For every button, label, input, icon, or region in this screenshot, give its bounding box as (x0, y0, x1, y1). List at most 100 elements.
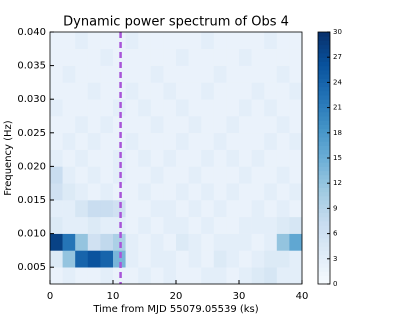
heatmap-cell (125, 99, 139, 117)
heatmap-cell (264, 233, 278, 251)
heatmap-cell (239, 200, 252, 218)
heatmap-cell (176, 233, 189, 251)
heatmap-cell (87, 99, 101, 117)
colorbar-segment (318, 254, 330, 260)
heatmap-cell (176, 132, 189, 150)
colorbar-segment (318, 74, 330, 79)
heatmap-cell (150, 233, 164, 251)
colorbar-segment (318, 275, 330, 281)
colorbar-segment (318, 271, 330, 277)
heatmap-cell (75, 267, 89, 285)
heatmap-cell (50, 216, 63, 234)
heatmap-cell (251, 166, 265, 184)
heatmap-cell (264, 200, 278, 218)
heatmap-cell (50, 233, 63, 251)
heatmap-cell (276, 48, 290, 66)
heatmap-cell (50, 32, 63, 50)
heatmap-cell (75, 82, 89, 100)
heatmap-cell (226, 132, 240, 150)
heatmap-cell (75, 166, 89, 184)
heatmap-cell (87, 233, 101, 251)
heatmap-cell (138, 65, 152, 83)
heatmap-cell (239, 99, 252, 117)
heatmap-cell (62, 200, 76, 218)
y-tick-label: 0.035 (17, 61, 46, 72)
heatmap-cell (138, 200, 152, 218)
heatmap-cell (239, 82, 252, 100)
heatmap-cell (289, 149, 303, 167)
heatmap-cell (264, 183, 278, 201)
heatmap-cell (125, 116, 139, 134)
colorbar-segment (318, 103, 330, 109)
heatmap-cell (75, 183, 89, 201)
colorbar-segment (318, 95, 330, 100)
heatmap-cell (87, 149, 101, 167)
heatmap-cell (226, 216, 240, 234)
heatmap-cell (150, 99, 164, 117)
heatmap-cell (201, 65, 215, 83)
heatmap-cell (226, 48, 240, 66)
heatmap-cell (138, 99, 152, 117)
heatmap-cell (251, 99, 265, 117)
heatmap-cell (100, 82, 114, 100)
colorbar-segment (318, 216, 330, 222)
heatmap-cell (125, 65, 139, 83)
heatmap-cell (289, 200, 303, 218)
heatmap-cell (276, 82, 290, 100)
heatmap-cell (264, 267, 278, 285)
heatmap-cell (264, 116, 278, 134)
heatmap-cell (138, 250, 152, 268)
heatmap-cell (201, 48, 215, 66)
colorbar-segment (318, 153, 330, 159)
y-tick-label: 0.030 (17, 94, 46, 105)
colorbar-segment (318, 246, 330, 251)
heatmap-cell (226, 82, 240, 100)
heatmap-cell (213, 132, 227, 150)
colorbar-segment (318, 111, 330, 117)
chart-title: Dynamic power spectrum of Obs 4 (63, 15, 289, 30)
colorbar-segment (318, 132, 330, 138)
heatmap-cell (100, 166, 114, 184)
colorbar-segment (318, 128, 330, 134)
heatmap-cell (138, 166, 152, 184)
heatmap-cell (188, 116, 202, 134)
y-tick-label: 0.005 (17, 262, 46, 273)
heatmap-cell (188, 82, 202, 100)
heatmap-cell (62, 82, 76, 100)
colorbar-segment (318, 208, 330, 214)
heatmap-cell (201, 250, 215, 268)
heatmap-cell (100, 267, 114, 285)
heatmap-cell (113, 183, 126, 201)
heatmap-cell (201, 233, 215, 251)
colorbar-segment (318, 195, 330, 201)
colorbar-segment (318, 267, 330, 272)
heatmap-cell (150, 149, 164, 167)
heatmap-cell (138, 233, 152, 251)
colorbar-segment (318, 32, 330, 37)
heatmap-cell (239, 132, 252, 150)
colorbar-tick-label: 15 (333, 154, 342, 162)
heatmap-cell (100, 200, 114, 218)
heatmap-cell (62, 233, 76, 251)
heatmap-cell (100, 116, 114, 134)
heatmap-cell (239, 116, 252, 134)
heatmap-cell (100, 216, 114, 234)
heatmap-cell (289, 32, 303, 50)
colorbar-segment (318, 258, 330, 264)
colorbar-segment (318, 279, 330, 285)
heatmap-cell (62, 216, 76, 234)
heatmap-cell (188, 250, 202, 268)
heatmap-cell (239, 166, 252, 184)
heatmap-cell (239, 216, 252, 234)
heatmap-cell (264, 65, 278, 83)
x-tick-label: 0 (47, 291, 53, 302)
heatmap-cell (100, 149, 114, 167)
heatmap-cell (176, 250, 189, 268)
colorbar-segment (318, 53, 330, 58)
colorbar-segment (318, 212, 330, 218)
colorbar-segment (318, 204, 330, 209)
heatmap-cell (239, 149, 252, 167)
heatmap-cell (138, 216, 152, 234)
heatmap-cell (289, 48, 303, 66)
heatmap-cell (188, 132, 202, 150)
